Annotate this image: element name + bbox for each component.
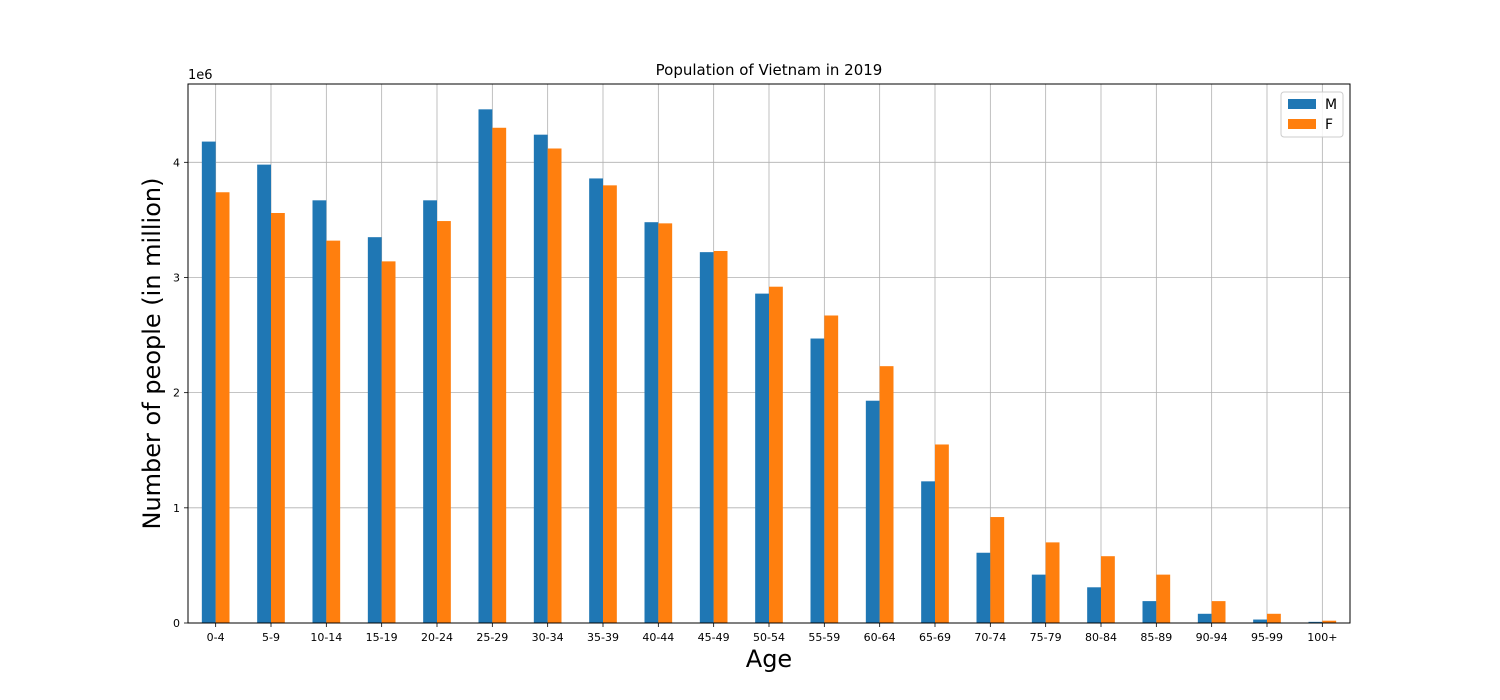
legend-swatch-M <box>1288 99 1316 109</box>
x-tick-label: 55-59 <box>808 631 840 644</box>
x-tick-label: 30-34 <box>532 631 564 644</box>
bar-F-30-34 <box>547 148 562 623</box>
y-offset-label: 1e6 <box>188 68 213 83</box>
bar-M-35-39 <box>589 178 603 623</box>
x-tick-label: 15-19 <box>366 631 398 644</box>
bar-F-75-79 <box>1045 542 1060 623</box>
bar-M-60-64 <box>865 400 880 623</box>
x-tick-label: 100+ <box>1307 631 1337 644</box>
bar-F-70-74 <box>990 517 1005 623</box>
bar-F-5-9 <box>271 212 285 623</box>
bar-F-20-24 <box>437 221 451 624</box>
x-tick-label: 20-24 <box>421 631 453 644</box>
x-tick-label: 25-29 <box>476 631 508 644</box>
y-ticks: 0 1 2 3 4 <box>173 156 188 630</box>
bar-M-70-74 <box>976 552 991 623</box>
bar-F-55-59 <box>824 315 839 623</box>
x-tick-label: 10-14 <box>310 631 342 644</box>
bar-M-55-59 <box>810 338 825 623</box>
x-tick-label: 35-39 <box>587 631 619 644</box>
bar-F-90-94 <box>1211 601 1226 623</box>
x-tick-label: 0-4 <box>207 631 225 644</box>
bar-F-65-69 <box>935 444 949 623</box>
y-axis-label: Number of people (in million) <box>138 178 166 530</box>
bar-M-65-69 <box>921 481 935 623</box>
x-tick-label: 75-79 <box>1030 631 1062 644</box>
bar-F-85-89 <box>1156 574 1171 623</box>
x-tick-label: 45-49 <box>698 631 730 644</box>
bar-M-95-99 <box>1253 619 1267 623</box>
bar-F-35-39 <box>603 185 617 623</box>
bar-F-80-84 <box>1101 556 1115 623</box>
bar-M-90-94 <box>1197 613 1212 623</box>
x-tick-label: 60-64 <box>864 631 896 644</box>
x-tick-label: 90-94 <box>1196 631 1228 644</box>
bar-F-50-54 <box>769 286 783 623</box>
bar-M-25-29 <box>478 109 493 624</box>
bar-M-100+ <box>1308 621 1323 623</box>
bar-F-40-44 <box>658 223 673 623</box>
bar-M-0-4 <box>201 141 216 624</box>
bar-F-60-64 <box>879 366 894 623</box>
bars <box>201 109 1337 624</box>
legend-label-M: M <box>1325 97 1337 113</box>
bar-M-10-14 <box>312 200 327 624</box>
bar-M-75-79 <box>1031 574 1046 623</box>
y-tick-label: 3 <box>173 271 180 284</box>
x-tick-label: 5-9 <box>262 631 280 644</box>
x-axis-label: Age <box>746 645 792 673</box>
x-tick-label: 80-84 <box>1085 631 1117 644</box>
x-ticks: 0-4 5-9 10-14 15-19 20-24 25-29 30-34 35-39 40-4… <box>207 623 1337 644</box>
legend-swatch-F <box>1288 119 1316 129</box>
bar-M-85-89 <box>1142 601 1157 623</box>
x-tick-label: 70-74 <box>974 631 1006 644</box>
bar-M-45-49 <box>699 252 714 623</box>
bar-F-95-99 <box>1267 613 1281 623</box>
bar-M-50-54 <box>755 293 769 623</box>
bar-M-5-9 <box>257 164 271 623</box>
x-tick-label: 95-99 <box>1251 631 1283 644</box>
bar-F-45-49 <box>713 250 728 623</box>
x-tick-label: 65-69 <box>919 631 951 644</box>
bar-F-100+ <box>1322 620 1337 623</box>
x-tick-label: 40-44 <box>642 631 674 644</box>
chart-title: Population of Vietnam in 2019 <box>656 61 883 79</box>
bar-F-0-4 <box>215 192 230 623</box>
bar-F-10-14 <box>326 240 341 623</box>
y-tick-label: 0 <box>173 617 180 630</box>
x-tick-label: 85-89 <box>1140 631 1172 644</box>
bar-M-15-19 <box>367 237 382 623</box>
bar-M-40-44 <box>644 222 659 623</box>
x-tick-label: 50-54 <box>753 631 785 644</box>
bar-M-80-84 <box>1087 587 1101 623</box>
y-tick-label: 4 <box>173 156 180 169</box>
legend-label-F: F <box>1325 117 1333 133</box>
legend: MF <box>1280 91 1344 138</box>
bar-F-15-19 <box>381 261 396 623</box>
bar-M-30-34 <box>533 134 548 623</box>
y-tick-label: 2 <box>173 387 180 400</box>
bar-M-20-24 <box>423 200 437 624</box>
bar-F-25-29 <box>492 127 507 623</box>
y-tick-label: 1 <box>173 502 180 515</box>
